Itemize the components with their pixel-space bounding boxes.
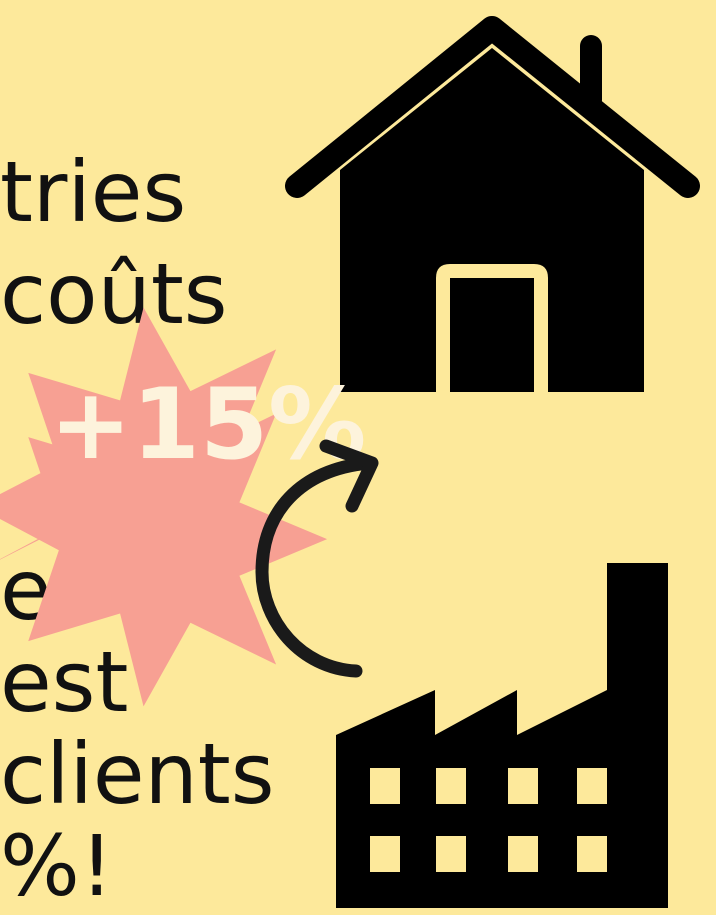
- text-line-2: coûts: [0, 245, 228, 343]
- house-icon: [285, 16, 700, 392]
- badge-label: +15%: [50, 368, 367, 482]
- curved-arrow-icon: [255, 439, 379, 678]
- text-line-5: clients: [0, 725, 275, 823]
- starburst-badge: [0, 307, 328, 707]
- text-line-4: est: [0, 633, 129, 731]
- text-line-6: %!: [0, 817, 114, 915]
- factory-icon: [336, 563, 668, 908]
- text-line-1: tries: [0, 143, 187, 241]
